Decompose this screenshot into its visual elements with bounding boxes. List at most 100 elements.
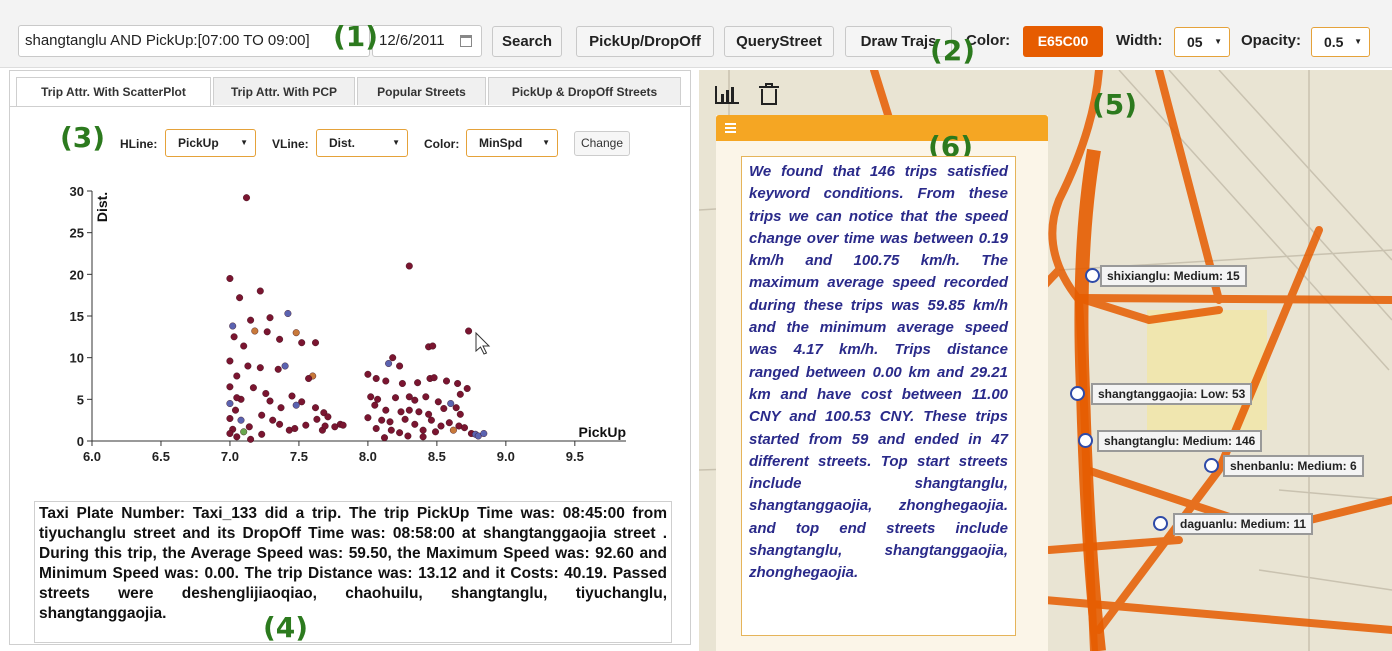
summary-panel-header[interactable] — [716, 115, 1048, 141]
trash-icon[interactable] — [759, 82, 779, 106]
data-point[interactable] — [298, 398, 306, 406]
data-point[interactable] — [367, 393, 375, 401]
data-point[interactable] — [312, 339, 320, 347]
data-point[interactable] — [256, 287, 264, 295]
data-point[interactable] — [449, 426, 457, 434]
draw-trajs-button[interactable]: Draw Trajs — [845, 26, 952, 57]
data-point[interactable] — [430, 374, 438, 382]
data-point[interactable] — [226, 399, 234, 407]
data-point[interactable] — [249, 384, 257, 392]
query-street-button[interactable]: QueryStreet — [724, 26, 834, 57]
tab-popular-streets[interactable]: Popular Streets — [357, 77, 486, 105]
data-point[interactable] — [298, 339, 306, 347]
data-point[interactable] — [432, 428, 440, 436]
data-point[interactable] — [226, 357, 234, 365]
street-marker[interactable] — [1085, 268, 1100, 283]
data-point[interactable] — [247, 435, 255, 443]
street-label-shenbanlu[interactable]: shenbanlu: Medium: 6 — [1223, 455, 1364, 477]
data-point[interactable] — [429, 342, 437, 350]
street-marker[interactable] — [1204, 458, 1219, 473]
data-point[interactable] — [480, 430, 488, 438]
data-point[interactable] — [226, 414, 234, 422]
data-point[interactable] — [414, 379, 422, 387]
data-point[interactable] — [229, 322, 237, 330]
data-point[interactable] — [274, 365, 282, 373]
street-label-shangtanglu[interactable]: shangtanglu: Medium: 146 — [1097, 430, 1263, 452]
data-point[interactable] — [305, 374, 313, 382]
data-point[interactable] — [233, 394, 241, 402]
data-point[interactable] — [331, 423, 339, 431]
data-point[interactable] — [339, 421, 347, 429]
data-point[interactable] — [425, 410, 433, 418]
data-point[interactable] — [284, 309, 292, 317]
data-point[interactable] — [292, 329, 300, 337]
data-point[interactable] — [242, 194, 250, 202]
data-point[interactable] — [452, 404, 460, 412]
summary-textarea[interactable]: We found that 146 trips satisfied keywor… — [741, 156, 1016, 636]
color-by-select[interactable]: MinSpd ▼ — [466, 129, 558, 157]
data-point[interactable] — [381, 434, 389, 442]
data-point[interactable] — [269, 416, 277, 424]
street-label-shangtanggaojia[interactable]: shangtanggaojia: Low: 53 — [1091, 383, 1253, 405]
data-point[interactable] — [396, 429, 404, 437]
data-point[interactable] — [456, 410, 464, 418]
data-point[interactable] — [404, 432, 412, 440]
tab-pcp[interactable]: Trip Attr. With PCP — [213, 77, 355, 105]
data-point[interactable] — [226, 274, 234, 282]
data-point[interactable] — [463, 384, 471, 392]
data-point[interactable] — [372, 424, 380, 432]
data-point[interactable] — [312, 404, 320, 412]
data-point[interactable] — [434, 398, 442, 406]
data-point[interactable] — [427, 416, 435, 424]
data-point[interactable] — [411, 396, 419, 404]
data-point[interactable] — [405, 262, 413, 270]
data-point[interactable] — [313, 415, 321, 423]
data-point[interactable] — [263, 328, 271, 336]
data-point[interactable] — [401, 415, 409, 423]
pickup-dropoff-button[interactable]: PickUp/DropOff — [576, 26, 714, 57]
data-point[interactable] — [251, 327, 259, 335]
tab-pickup-dropoff-streets[interactable]: PickUp & DropOff Streets — [488, 77, 681, 105]
data-point[interactable] — [437, 422, 445, 430]
data-point[interactable] — [256, 364, 264, 372]
data-point[interactable] — [440, 404, 448, 412]
data-point[interactable] — [244, 362, 252, 370]
data-point[interactable] — [378, 416, 386, 424]
data-point[interactable] — [389, 354, 397, 362]
data-point[interactable] — [231, 406, 239, 414]
data-point[interactable] — [385, 359, 393, 367]
width-select[interactable]: 05 ▼ — [1174, 27, 1230, 57]
change-button[interactable]: Change — [574, 131, 630, 156]
street-marker[interactable] — [1078, 433, 1093, 448]
data-point[interactable] — [422, 393, 430, 401]
tab-scatterplot[interactable]: Trip Attr. With ScatterPlot — [16, 77, 211, 107]
data-point[interactable] — [230, 333, 238, 341]
data-point[interactable] — [415, 408, 423, 416]
bar-chart-icon[interactable] — [713, 82, 743, 106]
street-label-daguanlu[interactable]: daguanlu: Medium: 11 — [1173, 513, 1314, 535]
data-point[interactable] — [447, 399, 455, 407]
data-point[interactable] — [364, 370, 372, 378]
data-point[interactable] — [233, 433, 241, 441]
search-query-input[interactable]: shangtanglu AND PickUp:[07:00 TO 09:00] — [18, 25, 370, 57]
data-point[interactable] — [364, 414, 372, 422]
data-point[interactable] — [419, 426, 427, 434]
data-point[interactable] — [292, 401, 300, 409]
data-point[interactable] — [276, 335, 284, 343]
data-point[interactable] — [247, 316, 255, 324]
data-point[interactable] — [382, 406, 390, 414]
data-point[interactable] — [392, 394, 400, 402]
data-point[interactable] — [291, 424, 299, 432]
data-point[interactable] — [405, 406, 413, 414]
street-marker[interactable] — [1153, 516, 1168, 531]
data-point[interactable] — [237, 416, 245, 424]
data-point[interactable] — [396, 362, 404, 370]
data-point[interactable] — [233, 372, 241, 380]
data-point[interactable] — [302, 421, 310, 429]
data-point[interactable] — [454, 379, 462, 387]
data-point[interactable] — [266, 397, 274, 405]
data-point[interactable] — [262, 389, 270, 397]
vline-select[interactable]: Dist. ▼ — [316, 129, 408, 157]
calendar-icon[interactable] — [460, 35, 472, 47]
data-point[interactable] — [419, 433, 427, 441]
